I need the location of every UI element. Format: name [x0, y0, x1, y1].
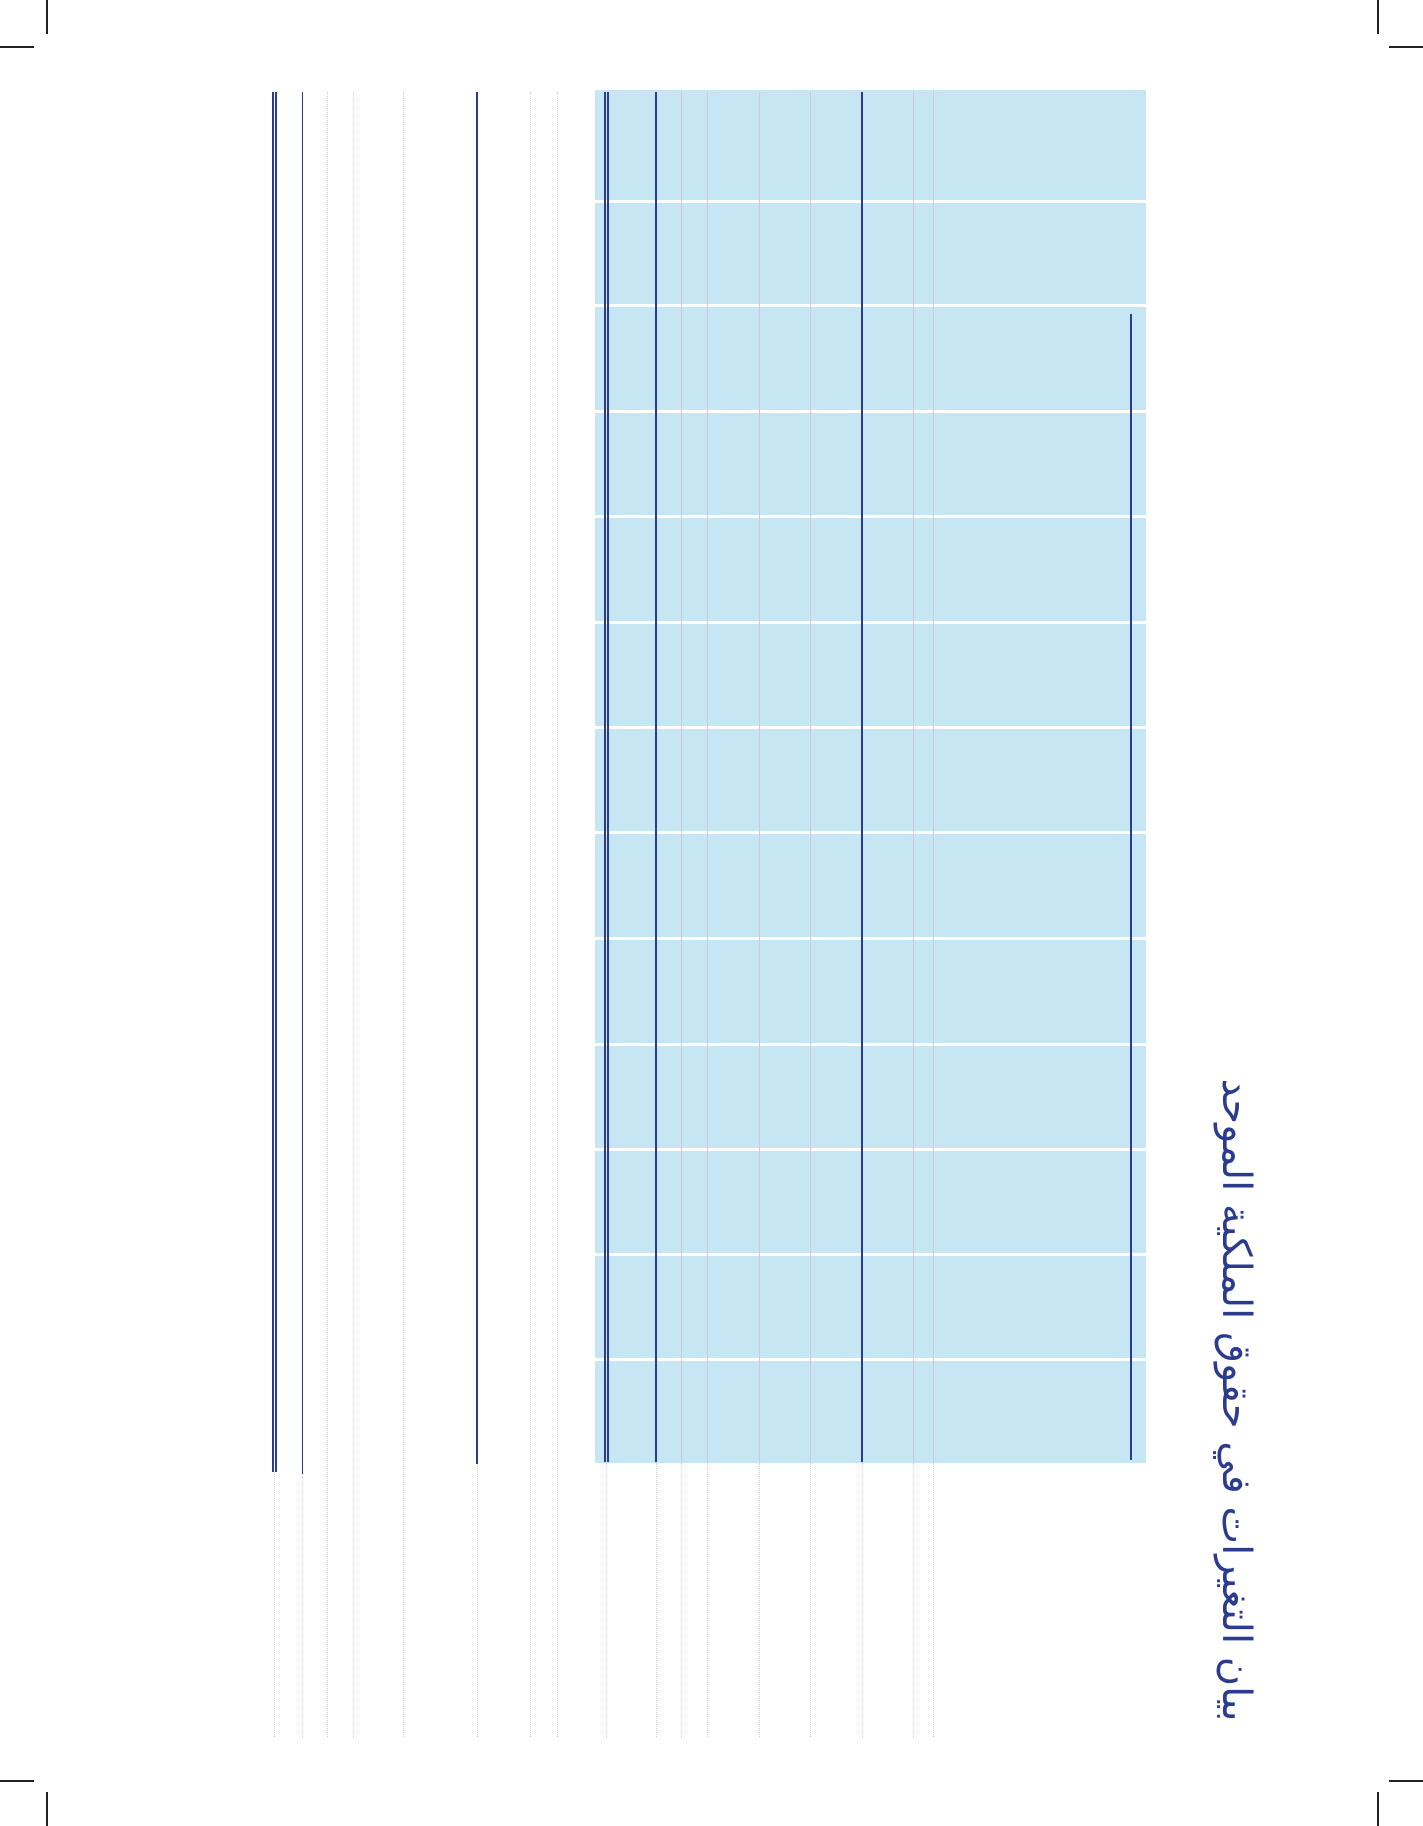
column-rule: [607, 92, 609, 1462]
column-rule-dotted: [933, 1463, 934, 1737]
column-rule: [302, 92, 303, 1474]
column-rule-dotted: [656, 1463, 657, 1737]
column-rule: [655, 92, 657, 1462]
column-rule-dotted: [913, 1463, 914, 1737]
crop-mark-top-left-horizontal: [0, 46, 34, 48]
row-separator: [595, 937, 1146, 940]
row-separator: [595, 1358, 1146, 1361]
page-title-container: بيان التغيرات في حقوق الملكية الموحد: [1196, 1060, 1276, 1740]
row-separator: [595, 1148, 1146, 1151]
column-rule-dotted: [274, 1472, 275, 1737]
row-separator: [595, 621, 1146, 624]
column-rule-dotted: [557, 92, 558, 1737]
column-rule: [759, 92, 760, 1462]
crop-mark-top-left-vertical: [46, 0, 48, 34]
column-rule: [681, 92, 682, 1462]
row-separator: [595, 1043, 1146, 1046]
row-separator: [595, 831, 1146, 834]
crop-mark-bottom-right-vertical: [1377, 1792, 1379, 1826]
column-rule: [810, 92, 811, 1462]
column-rule: [707, 92, 708, 1462]
crop-mark-bottom-left-horizontal: [0, 1780, 34, 1782]
column-rule-dotted: [681, 1463, 682, 1737]
column-rule-dotted: [606, 1463, 607, 1737]
column-rule-dotted: [477, 1464, 478, 1737]
column-rule-dotted: [862, 1463, 863, 1737]
row-separator: [595, 410, 1146, 413]
column-rule-dotted: [810, 1463, 811, 1737]
row-separator: [595, 726, 1146, 729]
row-separator: [595, 515, 1146, 518]
column-rule-dotted: [530, 92, 531, 1737]
column-rule: [272, 92, 274, 1472]
column-rule-dotted: [759, 1463, 760, 1737]
column-rule: [604, 92, 606, 1462]
crop-mark-bottom-left-vertical: [46, 1792, 48, 1826]
page-title: بيان التغيرات في حقوق الملكية الموحد: [1213, 1078, 1259, 1722]
crop-mark-top-right-vertical: [1377, 0, 1379, 34]
column-rule-dotted: [327, 92, 328, 1737]
column-rule-dotted: [707, 1463, 708, 1737]
crop-mark-bottom-right-horizontal: [1389, 1780, 1423, 1782]
row-separator: [595, 1253, 1146, 1256]
table-shaded-band: [595, 90, 1146, 1463]
column-rule-dotted: [403, 92, 404, 1737]
column-rule: [275, 92, 277, 1472]
column-rule-header: [1130, 314, 1132, 1460]
column-rule: [861, 92, 863, 1462]
column-rule: [913, 92, 914, 1462]
crop-mark-top-right-horizontal: [1389, 46, 1423, 48]
column-rule: [933, 92, 934, 1462]
row-separator: [595, 200, 1146, 203]
row-separator: [595, 304, 1146, 307]
column-rule-dotted: [353, 92, 354, 1737]
column-rule: [476, 92, 478, 1464]
column-rule-dotted: [302, 1474, 303, 1737]
